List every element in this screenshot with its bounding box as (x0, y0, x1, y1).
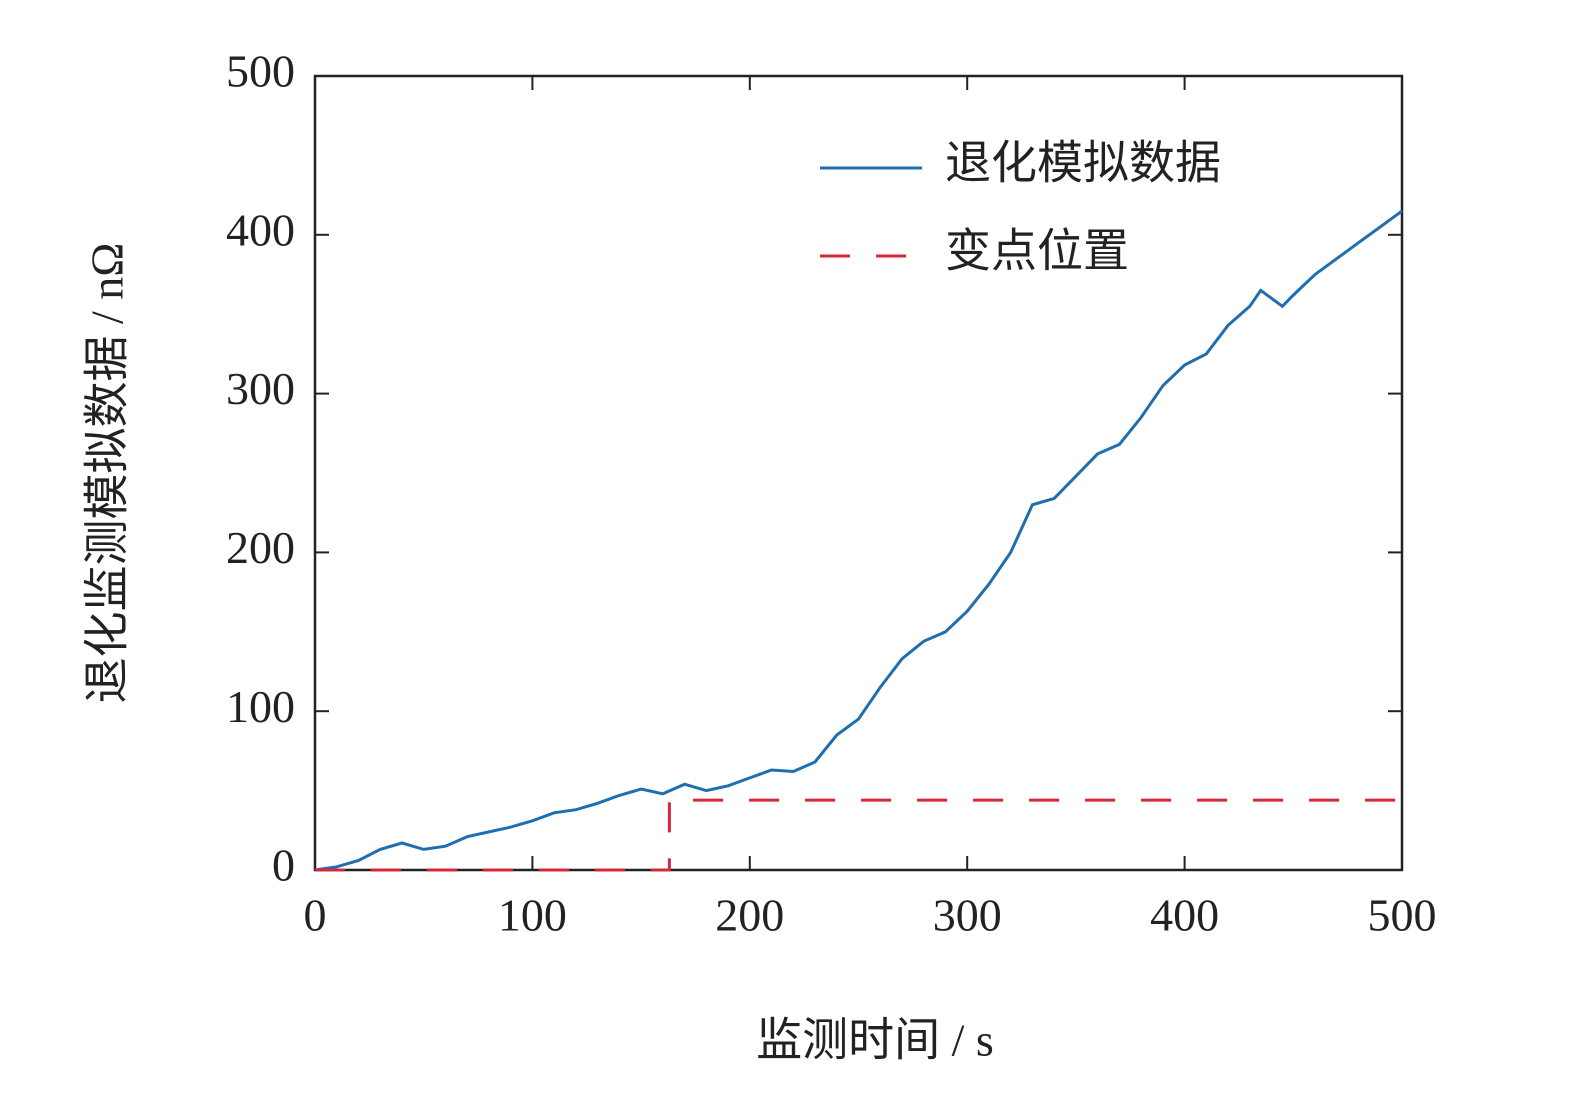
y-tick-label: 200 (226, 522, 295, 573)
x-tick-label: 500 (1368, 890, 1437, 941)
legend-label: 退化模拟数据 (945, 138, 1221, 189)
y-tick-label: 500 (226, 46, 295, 97)
x-tick-label: 0 (304, 890, 327, 941)
y-tick-label: 0 (272, 840, 295, 891)
y-tick-label: 400 (226, 204, 295, 255)
y-tick-label: 100 (226, 681, 295, 732)
x-axis-label: 监测时间 / s (756, 1015, 994, 1066)
plot-frame (313, 74, 1404, 872)
y-tick-label: 300 (226, 363, 295, 414)
x-tick-label: 300 (933, 890, 1002, 941)
y-axis-label: 退化监测模拟数据 / nΩ (82, 243, 133, 704)
x-tick-label: 100 (498, 890, 567, 941)
series-line (314, 209, 1403, 872)
x-tick-label: 200 (715, 890, 784, 941)
legend-label: 变点位置 (945, 226, 1129, 277)
series-line (315, 798, 1402, 872)
x-tick-label: 400 (1150, 890, 1219, 941)
